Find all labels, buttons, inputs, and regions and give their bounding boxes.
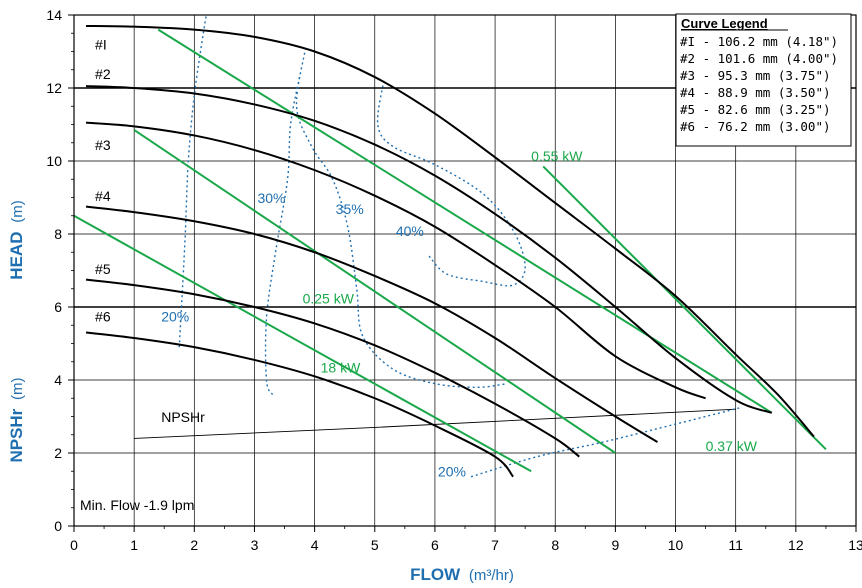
- y-tick-label: 8: [54, 226, 62, 242]
- svg-text:HEAD (m): HEAD (m): [7, 200, 26, 279]
- x-tick-label: 7: [491, 537, 499, 553]
- efficiency-contour: [295, 47, 508, 389]
- y-tick-label: 6: [54, 299, 62, 315]
- legend-entry: #5 - 82.6 mm (3.25"): [680, 102, 831, 117]
- legend-entry: #I - 106.2 mm (4.18"): [680, 34, 838, 49]
- x-tick-label: 11: [728, 537, 743, 553]
- head-curve-label: #6: [95, 309, 111, 325]
- efficiency-label: 20%: [438, 464, 466, 480]
- legend-box: [675, 13, 852, 147]
- power-label: 0.55 kW: [531, 148, 583, 164]
- y-axis-label-head: HEAD (m): [7, 200, 26, 279]
- head-curve-label: #2: [95, 66, 111, 82]
- y-label-head-text: HEAD: [7, 232, 26, 280]
- efficiency-contour: [376, 80, 526, 287]
- svg-text:NPSHr (m): NPSHr (m): [7, 377, 26, 462]
- efficiency-label: 40%: [396, 223, 424, 239]
- x-tick-label: 4: [311, 537, 319, 553]
- npshr-line: [134, 408, 736, 439]
- x-tick-label: 13: [848, 537, 862, 553]
- power-label: 0.37 kW: [706, 438, 758, 454]
- x-tick-label: 5: [371, 537, 379, 553]
- efficiency-contours: 20% 30% 35% 40% 20%: [161, 14, 742, 480]
- x-label-unit: (m³/hr): [469, 567, 514, 584]
- head-curve: [85, 85, 773, 414]
- npshr-label: NPSHr: [161, 409, 205, 425]
- power-line: [542, 165, 827, 451]
- head-curve-label: #I: [95, 37, 107, 53]
- efficiency-contour: [470, 406, 742, 478]
- efficiency-contour: [264, 76, 301, 395]
- power-lines: 0.55 kW 0.37 kW 0.25 kW 18 kW: [73, 28, 827, 473]
- x-tick-label: 1: [130, 537, 138, 553]
- y-tick-label: 2: [54, 445, 62, 461]
- efficiency-label: 35%: [336, 201, 364, 217]
- x-axis-label: FLOW (m³/hr): [410, 565, 514, 584]
- y-label-npshr-unit: (m): [9, 377, 26, 400]
- efficiency-label: 30%: [257, 190, 285, 206]
- head-curve: [85, 205, 659, 443]
- head-curves: [85, 24, 815, 478]
- plot-frame: [73, 14, 857, 527]
- legend: Curve Legend #I - 106.2 mm (4.18") #2 - 10…: [675, 13, 852, 147]
- y-tick-label: 4: [54, 372, 62, 388]
- x-tick-label: 2: [190, 537, 198, 553]
- power-line: [133, 129, 616, 454]
- power-line: [73, 214, 532, 473]
- y-label-head-unit: (m): [9, 200, 26, 223]
- y-label-npshr-text: NPSHr: [7, 408, 26, 462]
- x-tick-label: 6: [431, 537, 439, 553]
- head-curve-label: #3: [95, 137, 111, 153]
- head-curve: [86, 24, 815, 438]
- legend-title: Curve Legend: [681, 16, 768, 31]
- legend-entry: #4 - 88.9 mm (3.50"): [680, 85, 831, 100]
- x-tick-label: 12: [788, 537, 804, 553]
- y-axis-label-npshr: NPSHr (m): [7, 377, 26, 462]
- head-curve-label: #4: [95, 188, 111, 204]
- x-tick-label: 0: [70, 537, 78, 553]
- efficiency-contour: [178, 14, 208, 348]
- head-curve: [85, 121, 706, 400]
- legend-entry: #3 - 95.3 mm (3.75"): [680, 68, 831, 83]
- legend-entry: #2 - 101.6 mm (4.00"): [680, 51, 838, 66]
- head-curve: [85, 331, 514, 478]
- head-curve: [85, 278, 580, 458]
- y-tick-label: 10: [46, 153, 62, 169]
- power-label: 18 kW: [321, 360, 361, 376]
- curve-labels: #I #2 #3 #4 #5 #6: [95, 37, 111, 325]
- x-tick-label: 8: [551, 537, 559, 553]
- x-label-text: FLOW: [410, 565, 461, 584]
- y-tick-label: 12: [46, 80, 62, 96]
- x-tick-label: 3: [251, 537, 259, 553]
- efficiency-label: 20%: [161, 309, 189, 325]
- legend-entry: #6 - 76.2 mm (3.00"): [680, 119, 831, 134]
- power-label: 0.25 kW: [303, 290, 355, 306]
- y-tick-label: 14: [46, 7, 62, 23]
- note-min-flow: Min. Flow -1.9 lpm: [80, 497, 194, 513]
- x-tick-label: 10: [668, 537, 684, 553]
- y-tick-label: 0: [54, 518, 62, 534]
- head-curve-label: #5: [95, 261, 111, 277]
- power-line: [157, 28, 773, 414]
- x-tick-label: 9: [611, 537, 619, 553]
- npshr-curve: NPSHr: [134, 408, 736, 439]
